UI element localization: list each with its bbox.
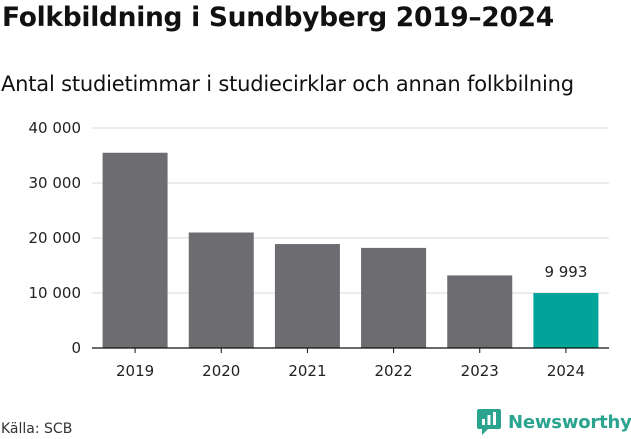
data-labels: 9 993	[544, 263, 587, 281]
x-tick-label: 2019	[116, 362, 154, 380]
x-tick-label: 2020	[202, 362, 240, 380]
y-tick-label: 20 000	[29, 229, 82, 247]
bar	[274, 244, 340, 348]
y-tick-label: 0	[71, 339, 81, 357]
bars	[102, 152, 599, 348]
data-label: 9 993	[544, 263, 587, 281]
y-tick-label: 30 000	[29, 174, 82, 192]
brand-name: Newsworthy	[508, 411, 631, 433]
x-tick-label: 2021	[288, 362, 326, 380]
chart-title: Folkbildning i Sundbyberg 2019–2024	[2, 2, 554, 33]
newsworthy-brand: Newsworthy	[476, 408, 631, 436]
bar	[188, 232, 254, 348]
bar	[361, 247, 427, 348]
bar	[447, 275, 513, 348]
bar	[102, 152, 168, 348]
bar	[533, 293, 599, 348]
chart-subtitle: Antal studietimmar i studiecirklar och a…	[1, 72, 574, 96]
x-axis-labels: 2019 2020 2021 2022 2023 2024	[116, 362, 585, 380]
source-note: Källa: SCB	[1, 421, 73, 437]
x-axis	[92, 347, 609, 353]
x-tick-label: 2022	[374, 362, 412, 380]
newsworthy-logo-icon	[477, 409, 501, 435]
x-tick-label: 2023	[461, 362, 499, 380]
y-axis-labels: 0 10 000 20 000 30 000 40 000	[29, 119, 82, 357]
y-tick-label: 40 000	[29, 119, 82, 137]
x-tick-label: 2024	[547, 362, 585, 380]
y-tick-label: 10 000	[29, 284, 82, 302]
gridlines	[92, 127, 609, 294]
